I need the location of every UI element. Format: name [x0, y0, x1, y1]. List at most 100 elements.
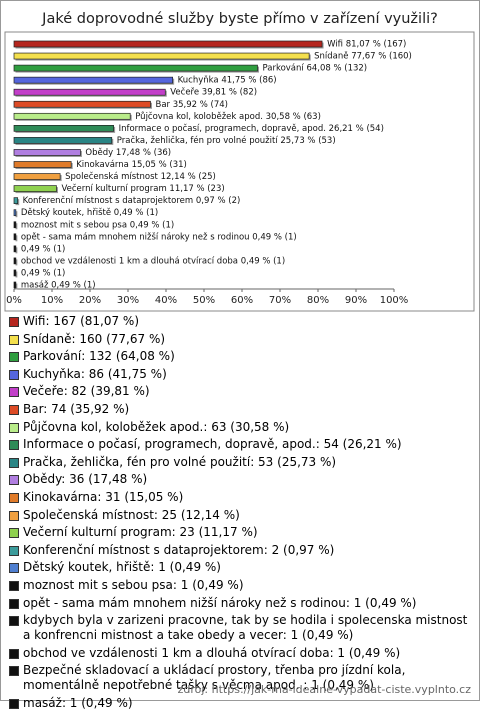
- bar: [13, 257, 17, 265]
- legend-swatch: [9, 492, 19, 503]
- bar: [13, 161, 72, 168]
- x-tick-label: 90%: [345, 295, 367, 306]
- legend-item: Večeře: 82 (39,81 %): [9, 384, 469, 399]
- x-tick-label: 10%: [41, 295, 63, 306]
- bar-shadow: [15, 259, 18, 266]
- legend-swatch: [9, 457, 19, 468]
- bar-label: Půjčovna kol, koloběžek apod. 30,58 % (6…: [135, 111, 321, 122]
- bar-label: Společenská místnost 12,14 % (25): [65, 171, 216, 182]
- legend-label: Půjčovna kol, koloběžek apod.: 63 (30,58…: [23, 419, 290, 434]
- chart: Jaké doprovodné služby byste přímo v zař…: [4, 11, 475, 312]
- x-tick-label: 70%: [269, 295, 291, 306]
- legend-label: moznost mit s sebou psa: 1 (0,49 %): [23, 577, 244, 592]
- bar-shadow: [15, 235, 18, 242]
- bar-shadow: [15, 211, 18, 218]
- x-tick-label: 100%: [380, 295, 409, 306]
- bar-label: 0,49 % (1): [21, 268, 65, 278]
- legend-swatch: [9, 387, 19, 398]
- x-tick-label: 80%: [307, 295, 329, 306]
- legend-label: Obědy: 36 (17,48 %): [23, 472, 148, 487]
- legend-label: obchod ve vzdálenosti 1 km a dlouhá otví…: [23, 645, 401, 660]
- legend-item: Půjčovna kol, koloběžek apod.: 63 (30,58…: [9, 420, 469, 435]
- x-tick-label: 20%: [79, 295, 101, 306]
- legend-item: Bezpečné skladovací a ukládací prostory,…: [9, 663, 469, 693]
- legend-label: Pračka, žehlička, fén pro volné použití:…: [23, 454, 337, 469]
- bar: [13, 221, 17, 229]
- bar: [13, 76, 173, 84]
- bar-shadow: [15, 247, 18, 254]
- legend-label: Společenská místnost: 25 (12,14 %): [23, 507, 240, 522]
- legend-item: Obědy: 36 (17,48 %): [9, 472, 469, 487]
- bar-label: obchod ve vzdálenosti 1 km a dlouhá otví…: [21, 256, 285, 266]
- bar: [13, 185, 57, 192]
- chart-frame: [4, 31, 475, 312]
- bar: [13, 40, 323, 48]
- legend-label: Konferenční místnost s dataprojektorem: …: [23, 542, 335, 557]
- legend-swatch: [9, 563, 19, 574]
- legend-label: Snídaně: 160 (77,67 %): [23, 331, 166, 346]
- legend-item: Kuchyňka: 86 (41,75 %): [9, 367, 469, 382]
- bar-label: Obědy 17,48 % (36): [85, 148, 171, 158]
- legend-label: Wifi: 167 (81,07 %): [23, 314, 140, 328]
- legend-swatch: [9, 580, 19, 591]
- bar: [13, 209, 17, 217]
- legend-item: Večerní kulturní program: 23 (11,17 %): [9, 525, 469, 540]
- x-tick-label: 40%: [155, 295, 177, 306]
- bar: [13, 124, 114, 132]
- legend-swatch: [9, 616, 19, 627]
- legend-item: Informace o počasí, programech, dopravě,…: [9, 437, 469, 452]
- legend-swatch: [9, 666, 19, 677]
- legend-item: masáž: 1 (0,49 %): [9, 696, 469, 711]
- legend-label: Kuchyňka: 86 (41,75 %): [23, 366, 167, 381]
- legend-swatch: [9, 369, 19, 380]
- legend-item: Konferenční místnost s dataprojektorem: …: [9, 543, 469, 558]
- bar-label: Kuchyňka 41,75 % (86): [178, 75, 277, 86]
- legend-swatch: [9, 352, 19, 363]
- legend-item: Snídaně: 160 (77,67 %): [9, 332, 469, 347]
- bar-label: Pračka, žehlička, fén pro volné použití …: [117, 135, 336, 146]
- legend-label: opět - sama mám mnohem nižší nároky než …: [23, 595, 417, 610]
- legend-item: Parkování: 132 (64,08 %): [9, 349, 469, 364]
- legend-swatch: [9, 598, 19, 609]
- bar-label: Wifi 81,07 % (167): [327, 40, 406, 50]
- bar-label: Konferenční místnost s dataprojektorem 0…: [23, 195, 241, 206]
- legend-label: Dětský koutek, hřiště: 1 (0,49 %): [23, 560, 221, 575]
- legend-swatch: [9, 440, 19, 451]
- legend-swatch: [9, 510, 19, 521]
- bar-label: Večerní kulturní program 11,17 % (23): [61, 183, 224, 194]
- bar: [13, 233, 17, 241]
- legend-swatch: [9, 404, 19, 415]
- bar-label: Informace o počasí, programech, dopravě,…: [119, 123, 384, 134]
- legend-item: Wifi: 167 (81,07 %): [9, 314, 469, 329]
- legend-item: obchod ve vzdálenosti 1 km a dlouhá otví…: [9, 646, 469, 661]
- bar-label: masáž 0,49 % (1): [21, 281, 96, 291]
- bar-label: Parkování 64,08 % (132): [263, 64, 368, 74]
- bar: [13, 88, 166, 96]
- bar-label: Večeře 39,81 % (82): [170, 87, 257, 98]
- legend-swatch: [9, 422, 19, 433]
- legend-label: Večeře: 82 (39,81 %): [23, 384, 150, 399]
- bar-label: Dětský koutek, hřiště 0,49 % (1): [21, 207, 158, 218]
- bar-label: opět - sama mám mnohem nižší nároky než …: [21, 231, 297, 242]
- legend-item: Společenská místnost: 25 (12,14 %): [9, 508, 469, 523]
- legend-label: masáž: 1 (0,49 %): [23, 695, 133, 710]
- legend-label: Kinokavárna: 31 (15,05 %): [23, 489, 184, 504]
- bar: [13, 245, 17, 253]
- legend: Wifi: 167 (81,07 %) Snídaně: 160 (77,67 %…: [9, 314, 469, 713]
- legend-label: Bar: 74 (35,92 %): [23, 401, 130, 416]
- legend-label: Parkování: 132 (64,08 %): [23, 349, 175, 364]
- bar: [13, 112, 131, 120]
- bar-label: moznost mit s sebou psa 0,49 % (1): [21, 220, 174, 230]
- bar: [13, 281, 17, 289]
- legend-swatch: [9, 648, 19, 659]
- bar: [13, 64, 258, 72]
- legend-item: moznost mit s sebou psa: 1 (0,49 %): [9, 578, 469, 593]
- bar-shadow: [15, 223, 18, 230]
- legend-label: kdybych byla v zarizeni pracovne, tak by…: [23, 613, 468, 643]
- legend-label: Večerní kulturní program: 23 (11,17 %): [23, 525, 258, 540]
- legend-item: Pračka, žehlička, fén pro volné použití:…: [9, 455, 469, 470]
- legend-item: Bar: 74 (35,92 %): [9, 402, 469, 417]
- x-tick-label: 60%: [231, 295, 253, 306]
- bar-label: 0,49 % (1): [21, 244, 65, 254]
